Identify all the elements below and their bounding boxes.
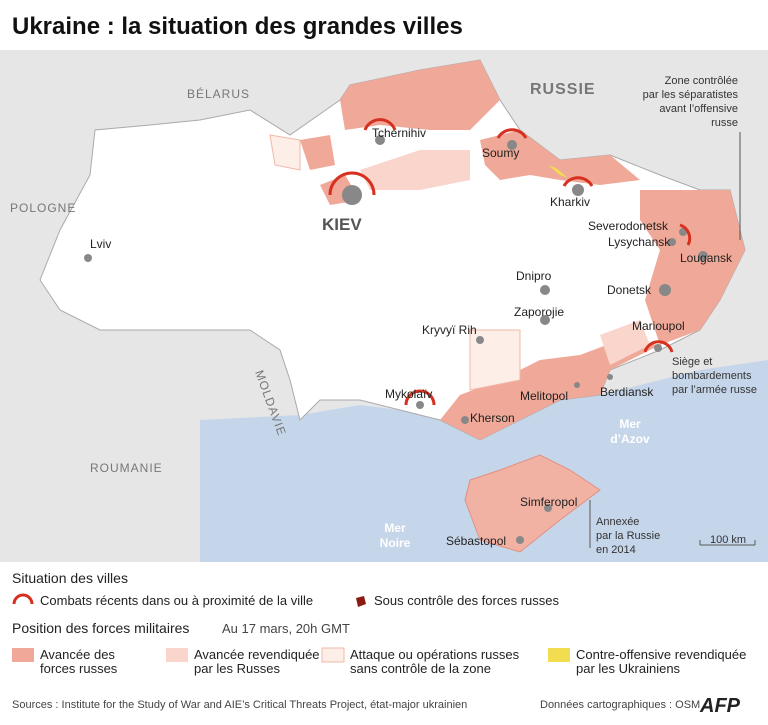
annotation-line: russe	[711, 117, 738, 129]
legend-swatch	[321, 647, 345, 663]
city-label: Mykolaïv	[385, 387, 432, 401]
annotation-line: Siège et	[672, 356, 712, 368]
annotation-line: Zone contrôlée	[665, 75, 738, 87]
zone-claimed	[360, 150, 650, 365]
country-label: POLOGNE	[10, 201, 76, 215]
city-markers	[84, 135, 708, 544]
legend-item: Avancée des	[40, 647, 115, 662]
title: Ukraine : la situation des grandes ville…	[12, 13, 463, 40]
city-labels: Tchernihiv Soumy Kharkiv KIEV Lviv Sever…	[90, 126, 733, 548]
zone-north	[340, 60, 500, 130]
city-label: Simferopol	[520, 495, 577, 509]
legend: Situation des villes Combats récents dan…	[12, 570, 746, 676]
zone-donbas	[640, 190, 745, 345]
logo: AFP	[699, 695, 741, 717]
city-label: Kherson	[470, 411, 515, 425]
combat-arcs	[328, 118, 692, 406]
annotation-line: par la Russie	[596, 530, 660, 542]
zone-kharkiv	[480, 130, 640, 185]
legend-item: par les Ukrainiens	[576, 661, 681, 676]
sea-label: Mer	[619, 417, 641, 431]
legend-item: Sous contrôle des forces russes	[374, 593, 559, 608]
annotation-line: en 2014	[596, 544, 636, 556]
legend-item: sans contrôle de la zone	[350, 661, 491, 676]
scale-label: 100 km	[710, 534, 746, 546]
legend-date: Au 17 mars, 20h GMT	[222, 621, 350, 636]
zone-counter	[548, 165, 568, 178]
country-label: RUSSIE	[530, 81, 596, 98]
city-label: Zaporojie	[514, 305, 564, 319]
legend-symbol	[12, 593, 34, 605]
city-label: Lysychansk	[608, 235, 671, 249]
annotation-line: par l’armée russe	[672, 384, 757, 396]
annotation-line: avant l’offensive	[659, 103, 738, 115]
annotation-line: Annexée	[596, 516, 639, 528]
legend-swatch	[12, 648, 34, 662]
city-label: Sébastopol	[446, 534, 506, 548]
city-label: Severodonetsk	[588, 219, 669, 233]
city-label: Kryvyï Rih	[422, 323, 477, 337]
zone-attack	[269, 134, 521, 391]
city-label: Soumy	[482, 146, 519, 160]
legend-item: Attaque ou opérations russes	[350, 647, 520, 662]
city-label: Lougansk	[680, 251, 733, 265]
country-label: BÉLARUS	[187, 86, 250, 101]
legend-item: Avancée revendiquée	[194, 647, 320, 662]
legend-item: par les Russes	[194, 661, 280, 676]
credits: Données cartographiques : OSM	[540, 699, 700, 711]
country-label: ROUMANIE	[90, 461, 163, 475]
annotation: Zone contrôlée par les séparatistes avan…	[643, 75, 739, 129]
city-label: Melitopol	[520, 389, 568, 403]
sea-label: d’Azov	[610, 432, 650, 446]
sources: Sources : Institute for the Study of War…	[12, 699, 467, 711]
city-label: KIEV	[322, 215, 362, 234]
crimea	[464, 454, 601, 553]
legend-item: Combats récents dans ou à proximité de l…	[40, 593, 313, 608]
annotation-line: bombardements	[672, 370, 752, 382]
city-label: Kharkiv	[550, 195, 590, 209]
city-label: Marioupol	[632, 319, 685, 333]
legend-item: Contre-offensive revendiquée	[576, 647, 746, 662]
legend-swatch	[548, 648, 570, 662]
zone-kiev	[300, 135, 360, 205]
city-label: Donetsk	[607, 283, 652, 297]
zone-south	[440, 340, 660, 440]
legend-item: forces russes	[40, 661, 118, 676]
sea-label: Noire	[380, 536, 411, 550]
city-label: Lviv	[90, 237, 111, 251]
legend-title: Position des forces militaires	[12, 620, 189, 636]
map	[0, 50, 768, 562]
city-label: Dnipro	[516, 269, 552, 283]
legend-symbol	[356, 596, 366, 607]
city-label: Tchernihiv	[372, 126, 426, 140]
sea-label: Mer	[384, 521, 406, 535]
legend-swatch	[166, 648, 188, 662]
sea	[200, 360, 768, 562]
city-label: Berdiansk	[600, 385, 654, 399]
scale-bar	[699, 540, 756, 546]
legend-title: Situation des villes	[12, 570, 128, 586]
annotation-line: par les séparatistes	[643, 89, 739, 101]
